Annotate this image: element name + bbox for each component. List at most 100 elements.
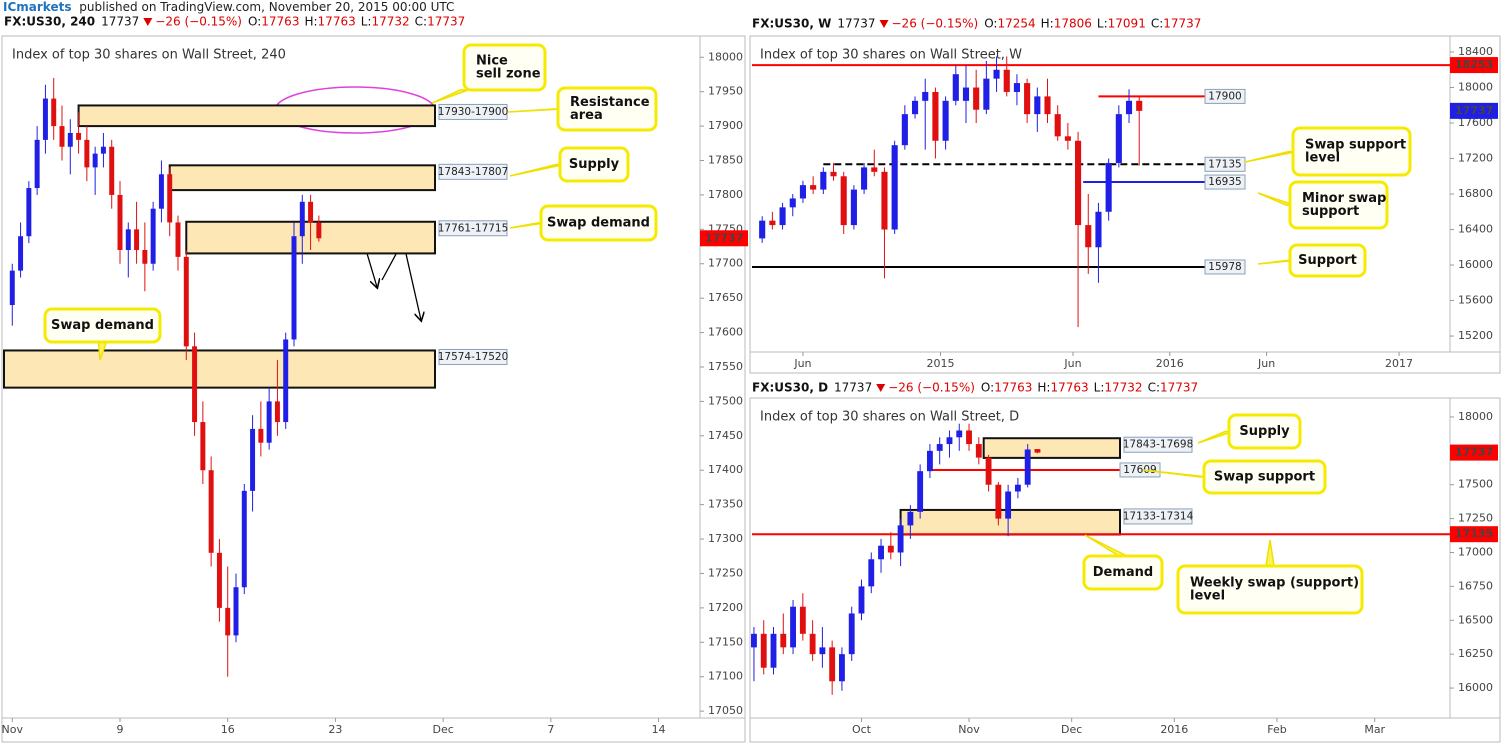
callout-box <box>462 43 547 92</box>
candle-body <box>881 171 888 230</box>
candle-body <box>308 201 314 223</box>
x-tick-label: Dec <box>432 723 453 736</box>
ohlc-key: H: <box>304 15 317 29</box>
candle-body <box>291 236 297 340</box>
candle-body <box>9 270 15 306</box>
last-price-label: 17737 <box>1455 104 1493 117</box>
y-tick-label: 17950 <box>708 85 743 98</box>
candle-body <box>283 339 289 423</box>
y-tick-label: 17500 <box>708 394 743 407</box>
change: −26 (−0.15%) <box>888 381 975 395</box>
candle-body <box>84 139 90 168</box>
down-triangle <box>876 384 886 392</box>
candle-body <box>100 146 106 154</box>
publish-line: ICmarkets published on TradingView.com, … <box>3 0 454 14</box>
candle-body <box>907 511 914 526</box>
x-tick-label: Nov <box>958 723 980 736</box>
candle-body <box>1003 69 1010 92</box>
ohlc-value: 17732 <box>1104 381 1142 395</box>
callout-box <box>1288 180 1389 230</box>
candle-body <box>1105 162 1112 212</box>
down-triangle <box>879 20 889 28</box>
y-tick-label: 18400 <box>1458 45 1493 58</box>
candle-body <box>225 607 231 636</box>
candle-body <box>983 78 990 110</box>
callout-box <box>1082 554 1164 591</box>
callout-box <box>43 307 162 344</box>
candle-body <box>200 422 206 471</box>
y-tick-label: 17700 <box>708 257 743 270</box>
candle-body <box>840 176 847 226</box>
zone-label-box <box>438 348 508 365</box>
callout-text: Nice <box>476 54 508 69</box>
y-tick-label: 17600 <box>1458 116 1493 129</box>
candle-body <box>299 201 305 237</box>
candle-body <box>780 633 787 648</box>
callout-text: Swap demand <box>51 318 154 333</box>
candle-body <box>993 69 1000 79</box>
callout-pointer <box>431 89 469 104</box>
candle-body <box>51 98 57 127</box>
y-tick-label: 17150 <box>708 635 743 648</box>
change: −26 (−0.15%) <box>155 15 242 29</box>
candle-body <box>790 606 796 648</box>
candle-body <box>799 606 806 634</box>
x-tick-label: 16 <box>221 723 235 736</box>
level-label: 17135 <box>1208 158 1241 170</box>
callout-pointer <box>507 108 563 113</box>
callout-text: Resistance <box>570 95 650 110</box>
callout-text: Support <box>1298 253 1357 268</box>
y-tick-label: 16750 <box>1458 579 1493 592</box>
candle-body <box>258 428 264 443</box>
callout-text: sell zone <box>476 67 541 82</box>
candle-body <box>891 145 898 230</box>
y-tick-label: 17900 <box>708 119 743 132</box>
axis-tag-label: 17135 <box>1455 527 1493 540</box>
candle-body <box>1095 211 1102 248</box>
callout-text: area <box>570 108 603 123</box>
y-tick-label: 17250 <box>708 566 743 579</box>
candle-body <box>926 450 933 472</box>
ohlc-key: C: <box>1151 17 1163 31</box>
candle-body <box>751 633 757 648</box>
x-tick-label: 2017 <box>1385 357 1413 370</box>
candle-body <box>1115 114 1122 163</box>
ohlc-key: L: <box>1094 381 1105 395</box>
ohlc-key: H: <box>1037 381 1050 395</box>
zone <box>982 437 1122 459</box>
zone-label: 17574-17520 <box>438 351 509 363</box>
candle-body <box>769 220 776 226</box>
symbol: FX:US30, W <box>752 17 831 31</box>
ohlc-key: O: <box>248 15 261 29</box>
candle-body <box>829 647 836 682</box>
candle-body <box>839 654 845 682</box>
brand-link[interactable]: ICmarkets <box>3 0 71 14</box>
y-tick-label: 17000 <box>1458 545 1493 558</box>
callout-box <box>539 204 658 242</box>
zone-label: 17930-17900 <box>438 106 509 118</box>
ohlc-value: 17254 <box>997 17 1035 31</box>
candle-body <box>760 633 767 668</box>
ohlc-value: 17737 <box>1160 381 1198 395</box>
callout-text: Swap support <box>1214 470 1315 485</box>
candle-body <box>871 167 878 172</box>
level-label-box <box>1204 174 1246 190</box>
zone <box>77 104 436 128</box>
x-tick-label: 23 <box>328 723 342 736</box>
ohlc-key: L: <box>361 15 372 29</box>
candle-body <box>158 174 164 209</box>
candle-body <box>216 552 222 608</box>
candle-body <box>1085 225 1092 248</box>
callout-box <box>1291 126 1412 177</box>
x-tick-label: Jun <box>793 357 811 370</box>
y-tick-label: 17050 <box>708 704 743 717</box>
candle-body <box>861 167 868 190</box>
candle-body <box>922 91 929 101</box>
level-label-box <box>1119 462 1161 478</box>
callout-pointer <box>1265 539 1275 567</box>
y-tick-label: 17200 <box>1458 152 1493 165</box>
candle-body <box>1075 140 1082 226</box>
change: −26 (−0.15%) <box>892 17 979 31</box>
candle-body <box>134 229 140 250</box>
candle-body <box>1054 114 1061 137</box>
